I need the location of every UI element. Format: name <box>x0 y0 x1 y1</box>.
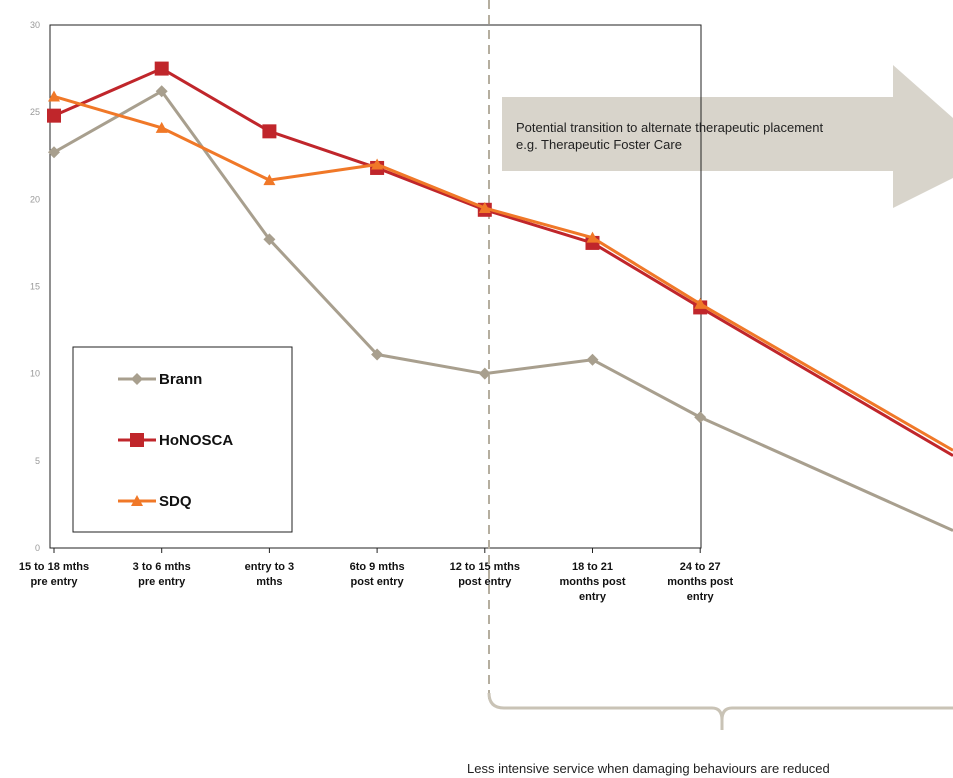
data-point-marker <box>263 174 276 186</box>
legend-swatch-marker <box>131 495 143 506</box>
data-point-marker <box>586 231 599 243</box>
y-tick-label: 30 <box>30 20 40 30</box>
data-point-marker <box>371 348 384 361</box>
x-tick-label: 3 to 6 mths pre entry <box>133 561 191 588</box>
legend-label: SDQ <box>159 493 192 510</box>
x-tick-label: entry to 3 mths <box>245 561 295 588</box>
series-projection-line <box>699 302 953 452</box>
arrow-text-line-2: e.g. Therapeutic Foster Care <box>516 137 682 152</box>
data-point-marker <box>155 121 168 133</box>
legend-label: Brann <box>159 371 202 388</box>
legend-item-honosca: HoNOSCA <box>118 432 233 449</box>
series-layer <box>47 61 953 532</box>
legend-item-sdq: SDQ <box>118 493 192 510</box>
x-tick-label: 18 to 21 months post entry <box>560 561 626 603</box>
x-tick-label: 15 to 18 mths pre entry <box>19 561 89 588</box>
data-point-marker <box>586 353 599 366</box>
y-tick-label: 10 <box>30 369 40 379</box>
data-point-marker <box>47 108 61 123</box>
data-point-marker <box>478 367 491 380</box>
y-ticks: 0 5 10 15 20 25 30 <box>30 20 40 553</box>
series-sdq <box>48 90 953 452</box>
arrow-text-line-1: Potential transition to alternate therap… <box>516 120 824 135</box>
bracket-brace <box>487 692 953 730</box>
data-point-marker <box>694 411 707 424</box>
data-point-marker <box>262 124 277 139</box>
data-point-marker <box>155 85 168 98</box>
legend-item-brann: Brann <box>118 371 202 388</box>
data-point-marker <box>263 233 276 246</box>
x-ticks: 15 to 18 mths pre entry 3 to 6 mths pre ent… <box>19 548 734 603</box>
data-point-marker <box>694 297 707 309</box>
legend-label: HoNOSCA <box>159 432 233 449</box>
data-point-marker <box>48 90 60 102</box>
y-tick-label: 20 <box>30 194 40 204</box>
y-tick-label: 15 <box>30 282 40 292</box>
y-tick-label: 25 <box>30 107 40 117</box>
legend-swatch-marker <box>131 373 143 385</box>
series-projection-line <box>699 415 953 532</box>
series-brann <box>48 85 953 532</box>
series-projection-line <box>699 306 953 457</box>
data-point-marker <box>48 146 60 159</box>
data-point-marker <box>478 202 491 214</box>
legend-items: Brann HoNOSCA SDQ <box>118 371 233 510</box>
data-point-marker <box>371 158 384 170</box>
x-tick-label: 12 to 15 mths post entry <box>450 561 520 588</box>
x-tick-label: 24 to 27 months post entry <box>667 561 733 603</box>
y-tick-label: 0 <box>35 543 40 553</box>
bottom-annotation: Less intensive service when damaging beh… <box>467 761 830 776</box>
x-tick-label: 6to 9 mths post entry <box>350 561 405 588</box>
legend: Brann HoNOSCA SDQ <box>72 346 293 533</box>
y-tick-label: 5 <box>35 456 40 466</box>
legend-swatch-marker <box>130 433 144 447</box>
data-point-marker <box>154 61 169 76</box>
legend-box <box>72 346 293 533</box>
transition-arrow <box>502 65 953 208</box>
